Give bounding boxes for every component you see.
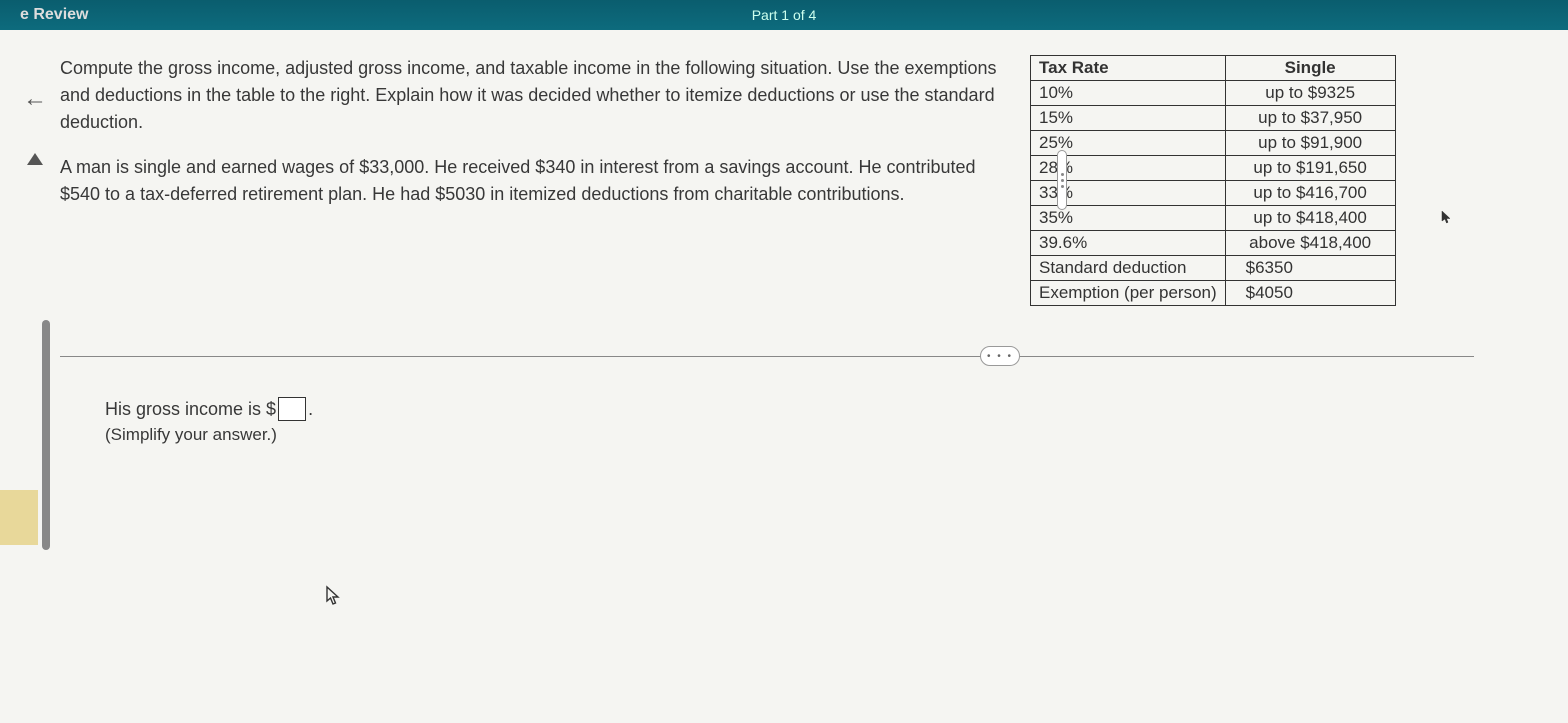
answer-prefix: His gross income is $ [105, 399, 276, 420]
header-title-left: e Review [20, 6, 88, 24]
tax-table-container: Tax Rate Single 10% up to $9325 15% up t… [1030, 55, 1456, 306]
section-divider: • • • [60, 356, 1548, 357]
table-row: Standard deduction $6350 [1031, 256, 1396, 281]
left-nav: ← [10, 55, 60, 445]
answer-hint: (Simplify your answer.) [105, 425, 1548, 445]
table-header-row: Tax Rate Single [1031, 56, 1396, 81]
left-tab-marker [0, 490, 38, 545]
table-row: 15% up to $37,950 [1031, 106, 1396, 131]
back-arrow-icon[interactable]: ← [23, 85, 47, 113]
header-title-center: Part 1 of 4 [752, 7, 817, 23]
table-row: 28% up to $191,650 [1031, 156, 1396, 181]
answer-prompt-line: His gross income is $ . [105, 397, 1548, 421]
cell-bracket: up to $191,650 [1225, 156, 1395, 181]
answer-suffix: . [308, 399, 313, 420]
cell-rate: 39.6% [1031, 231, 1226, 256]
question-instructions: Compute the gross income, adjusted gross… [60, 55, 1000, 136]
gross-income-input[interactable] [278, 397, 306, 421]
table-row: 10% up to $9325 [1031, 81, 1396, 106]
cell-rate: Exemption (per person) [1031, 281, 1226, 306]
table-row: 25% up to $91,900 [1031, 131, 1396, 156]
header-tax-rate: Tax Rate [1031, 56, 1226, 81]
cursor-icon [325, 585, 343, 613]
left-scrollbar[interactable] [42, 320, 50, 550]
cell-rate: 15% [1031, 106, 1226, 131]
cell-bracket: up to $91,900 [1225, 131, 1395, 156]
cell-rate: Standard deduction [1031, 256, 1226, 281]
question-top: Compute the gross income, adjusted gross… [60, 55, 1548, 316]
question-scenario: A man is single and earned wages of $33,… [60, 154, 1000, 208]
cell-bracket: above $418,400 [1225, 231, 1395, 256]
cell-bracket: up to $37,950 [1225, 106, 1395, 131]
main-content: Compute the gross income, adjusted gross… [60, 55, 1568, 445]
up-triangle-icon[interactable] [27, 153, 43, 165]
header-bar: e Review Part 1 of 4 [0, 0, 1568, 30]
cell-bracket: up to $9325 [1225, 81, 1395, 106]
content-area: ← Compute the gross income, adjusted gro… [0, 30, 1568, 445]
table-row: 39.6% above $418,400 [1031, 231, 1396, 256]
cell-rate: 10% [1031, 81, 1226, 106]
vertical-drag-handle-icon[interactable] [1057, 150, 1067, 210]
divider-line [60, 356, 1474, 357]
table-row: 35% up to $418,400 [1031, 206, 1396, 231]
tax-rate-table: Tax Rate Single 10% up to $9325 15% up t… [1030, 55, 1396, 306]
header-single: Single [1225, 56, 1395, 81]
small-cursor-icon [1441, 210, 1453, 227]
table-row: 33% up to $416,700 [1031, 181, 1396, 206]
cell-bracket: up to $416,700 [1225, 181, 1395, 206]
expand-handle-icon[interactable]: • • • [980, 346, 1020, 366]
answer-section: His gross income is $ . (Simplify your a… [60, 397, 1548, 445]
cell-bracket: $4050 [1225, 281, 1395, 306]
cell-bracket: up to $418,400 [1225, 206, 1395, 231]
cell-bracket: $6350 [1225, 256, 1395, 281]
table-row: Exemption (per person) $4050 [1031, 281, 1396, 306]
question-text: Compute the gross income, adjusted gross… [60, 55, 1000, 306]
